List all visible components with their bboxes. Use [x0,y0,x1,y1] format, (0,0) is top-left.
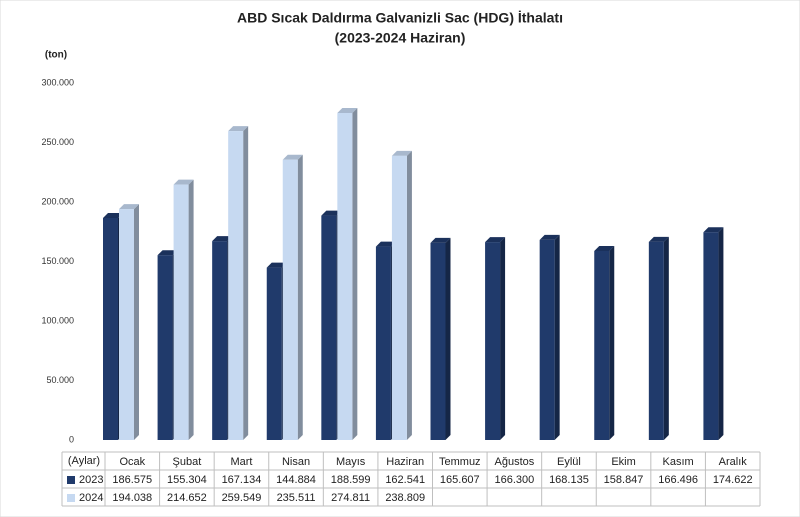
bar [539,239,555,440]
bar-top [375,241,396,247]
bar-side [352,107,358,440]
x-tick-label: Kasım [663,456,694,468]
bar-top [539,234,560,240]
bar-top [594,245,615,251]
x-tick-label: Eylül [557,456,581,468]
bar-side [297,154,303,440]
bar-side [718,227,724,440]
bar [430,242,446,440]
table-value: 214.652 [167,492,207,504]
y-tick-label: 100.000 [41,315,74,325]
x-tick-label: Şubat [173,456,202,468]
table-value: 158.847 [604,474,644,486]
table-value: 235.511 [277,492,316,504]
table-value: 165.607 [440,474,480,486]
bar [703,232,719,440]
bar-top [119,204,139,210]
bar-side [609,245,615,440]
legend-swatch [67,476,75,484]
bar-top [430,237,451,243]
table-value: 188.599 [331,474,371,486]
x-tick-label: Temmuz [439,456,481,468]
y-tick-label: 150.000 [41,256,74,266]
bar-top [485,237,506,243]
y-tick-label: 200.000 [41,196,74,206]
bar-side [406,150,412,440]
y-axis-label: (ton) [45,50,67,61]
bar [228,131,244,440]
bar-side [243,126,249,440]
bar-top [173,179,194,185]
bar-side [554,234,560,440]
bar-top [703,227,724,233]
table-value: 167.134 [222,474,262,486]
bar-top [103,212,123,218]
table-value: 166.496 [658,474,698,486]
bar-top [228,126,249,132]
table-value: 186.575 [112,474,152,486]
x-tick-label: Aralık [719,456,748,468]
bar-top [212,236,233,242]
y-tick-label: 50.000 [46,375,74,385]
bar [594,250,610,440]
legend-label: 2024 [79,492,103,504]
bar [648,241,664,440]
bar [212,241,228,440]
chart-subtitle: (2023-2024 Haziran) [335,30,466,46]
x-tick-label: Nisan [282,456,310,468]
table-value: 238.809 [385,492,425,504]
bar [266,267,282,440]
y-tick-label: 0 [69,434,74,444]
bar-side [663,236,669,440]
y-tick-label: 250.000 [41,137,74,147]
x-tick-label: Ocak [119,456,145,468]
bar [173,184,189,440]
table-value: 166.300 [494,474,534,486]
bar [282,159,298,440]
legend-label: 2023 [79,474,103,486]
x-tick-label: Ekim [611,456,635,468]
table-value: 162.541 [385,474,425,486]
x-tick-label: Mayıs [336,456,366,468]
table-value: 144.884 [276,474,316,486]
legend-swatch [67,494,75,502]
bar-top [266,262,287,268]
table-value: 174.622 [713,474,753,486]
bar-side [445,237,451,440]
table-value: 168.135 [549,474,589,486]
table-value: 194.038 [112,492,152,504]
x-tick-label: Mart [230,456,252,468]
bar-side [188,179,194,440]
bar-top [391,150,412,156]
y-tick-label: 300.000 [41,77,74,87]
table-value: 274.811 [331,492,370,504]
bar-top [282,154,303,160]
bar-top [157,250,178,256]
bar [157,255,173,440]
bar [337,112,353,440]
bar [391,155,407,440]
bar [485,242,501,440]
x-tick-label: Haziran [386,456,424,468]
bar [375,246,391,440]
x-axis-label: (Aylar) [68,455,100,467]
x-tick-label: Ağustos [495,456,535,468]
table-value: 155.304 [167,474,207,486]
chart-title: ABD Sıcak Daldırma Galvanizli Sac (HDG) … [237,10,563,26]
bar-top [648,236,669,242]
bar-side [500,237,506,440]
table-value: 259.549 [222,492,262,504]
bar [321,215,337,440]
bar [103,217,118,440]
bar-side [134,204,139,440]
bar-top [337,107,358,113]
bar [119,209,134,440]
bar-top [321,210,342,216]
